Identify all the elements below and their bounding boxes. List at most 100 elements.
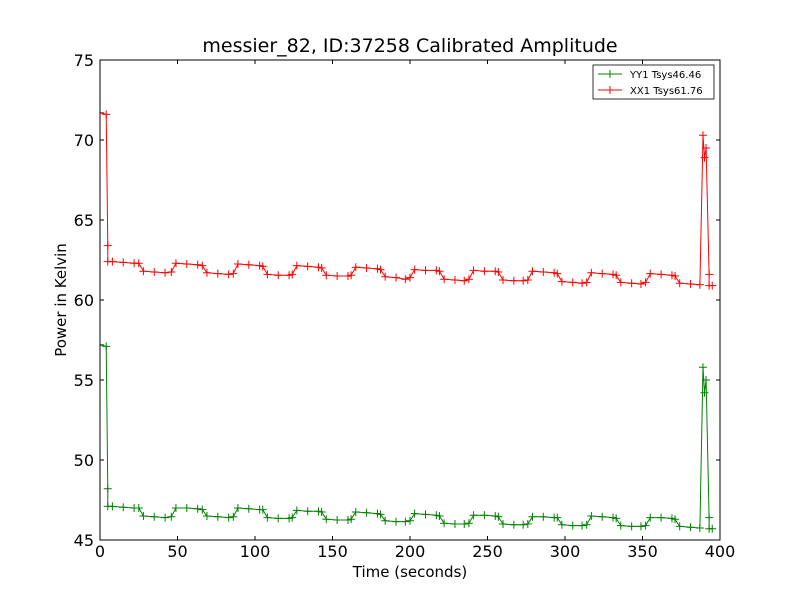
legend-swatch-marker: [606, 70, 614, 78]
data-point-marker: [636, 522, 645, 531]
data-point-marker: [401, 517, 410, 526]
data-point-marker: [435, 512, 444, 520]
data-point-marker: [244, 504, 253, 513]
data-point-marker: [523, 276, 532, 284]
data-point-marker: [698, 131, 707, 140]
data-point-marker: [100, 108, 104, 117]
data-point-marker: [671, 515, 680, 524]
data-point-marker: [317, 508, 326, 516]
data-point-marker: [686, 280, 695, 288]
data-point-marker: [578, 279, 587, 288]
data-point-marker: [161, 513, 170, 522]
data-point-marker: [198, 261, 207, 270]
data-point-marker: [347, 271, 356, 280]
data-point-marker: [494, 268, 503, 276]
data-point-marker: [202, 268, 211, 277]
x-axis-label: Time (seconds): [352, 563, 468, 581]
data-point-marker: [646, 269, 655, 278]
data-point-marker: [202, 512, 211, 520]
data-point-marker: [675, 522, 684, 531]
data-point-marker: [480, 511, 489, 520]
data-point-marker: [553, 269, 562, 278]
data-point-marker: [557, 277, 566, 286]
data-point-marker: [587, 268, 596, 277]
data-point-marker: [528, 267, 537, 276]
data-point-marker: [509, 276, 518, 285]
data-point-marker: [198, 505, 207, 514]
data-point-marker: [641, 278, 650, 287]
y-tick-label: 45: [74, 531, 94, 550]
data-point-marker: [258, 505, 267, 514]
x-tick-label: 200: [395, 542, 426, 561]
x-tick-label: 150: [317, 542, 348, 561]
data-point-marker: [675, 279, 684, 288]
data-point-marker: [406, 516, 414, 525]
legend-label: XX1 Tsys61.76: [630, 86, 703, 97]
legend-label: YY1 Tsys46.46: [629, 70, 701, 81]
data-point-marker: [686, 523, 695, 532]
data-point-marker: [263, 513, 272, 522]
data-point-marker: [288, 513, 297, 522]
data-point-marker: [539, 268, 548, 276]
data-point-marker: [182, 260, 191, 268]
data-point-marker: [519, 520, 528, 529]
data-point-marker: [292, 261, 301, 270]
data-point-marker: [392, 273, 401, 282]
x-tick-label: 100: [240, 542, 271, 561]
y-tick-label: 70: [74, 131, 94, 150]
data-point-marker: [171, 504, 180, 512]
data-point-marker: [303, 507, 312, 516]
data-point-marker: [612, 271, 621, 280]
data-point-marker: [401, 275, 410, 284]
data-point-marker: [440, 519, 449, 528]
data-point-marker: [139, 267, 148, 276]
data-point-marker: [460, 276, 469, 285]
data-point-marker: [317, 264, 326, 272]
data-point-marker: [347, 515, 356, 524]
x-tick-label: 350: [627, 542, 658, 561]
data-point-marker: [578, 521, 587, 530]
data-point-marker: [695, 280, 704, 289]
data-point-marker: [108, 502, 117, 511]
y-tick-label: 65: [74, 211, 94, 230]
y-tick-label: 60: [74, 291, 94, 310]
data-point-marker: [274, 271, 283, 280]
data-point-marker: [134, 504, 143, 512]
data-point-marker: [499, 276, 507, 284]
data-point-marker: [469, 266, 478, 275]
data-point-marker: [362, 264, 371, 272]
data-point-marker: [598, 512, 607, 521]
data-point-marker: [103, 241, 112, 250]
data-point-marker: [102, 342, 111, 351]
data-point-marker: [695, 524, 704, 532]
data-point-marker: [627, 522, 636, 531]
data-point-marker: [119, 503, 128, 512]
data-point-marker: [539, 512, 548, 521]
data-point-marker: [100, 340, 104, 349]
data-point-marker: [460, 520, 469, 528]
y-tick-label: 75: [74, 51, 94, 70]
data-point-marker: [376, 265, 385, 274]
data-point-marker: [351, 263, 360, 272]
x-tick-label: 50: [167, 542, 187, 561]
data-point-marker: [708, 281, 717, 290]
x-tick-label: 400: [705, 542, 736, 561]
data-point-marker: [351, 508, 360, 516]
data-point-marker: [139, 512, 148, 520]
data-point-marker: [224, 513, 233, 522]
data-point-marker: [274, 514, 283, 523]
data-point-marker: [103, 484, 112, 493]
data-point-marker: [303, 262, 312, 271]
legend-box: [592, 64, 715, 100]
data-point-marker: [700, 388, 709, 397]
series-yy1: [100, 340, 717, 533]
legend: YY1 Tsys46.46 XX1 Tsys61.76: [592, 64, 715, 100]
data-point-marker: [224, 270, 233, 279]
data-point-marker: [499, 520, 507, 528]
data-point-marker: [582, 278, 591, 287]
data-point-marker: [553, 513, 562, 522]
data-point-marker: [582, 520, 591, 529]
x-tick-label: 0: [95, 542, 105, 561]
data-point-marker: [263, 270, 272, 279]
data-point-marker: [480, 267, 489, 276]
